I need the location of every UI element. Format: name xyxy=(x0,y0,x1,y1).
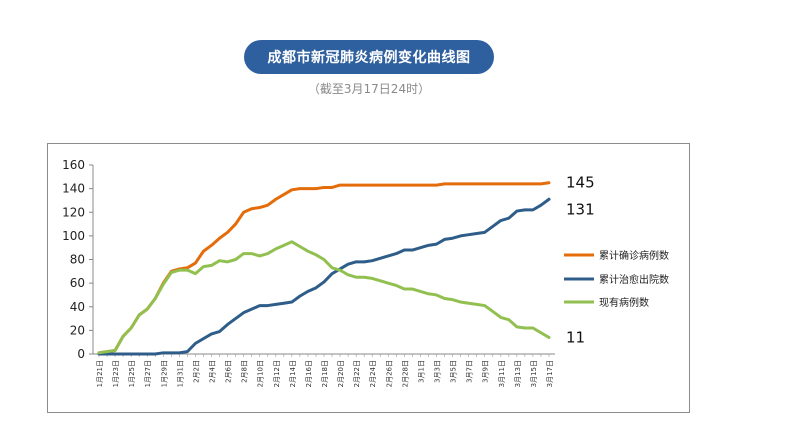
end-label-3: 11 xyxy=(566,328,585,346)
x-tick-label: 2月26日 xyxy=(385,360,393,387)
x-tick-label: 3月5日 xyxy=(450,360,458,383)
end-label-2: 131 xyxy=(566,200,595,218)
series-line-2 xyxy=(97,197,551,356)
x-tick-label: 2月8日 xyxy=(241,360,249,383)
y-tick-label: 160 xyxy=(62,158,85,172)
chart-title: 成都市新冠肺炎病例变化曲线图 xyxy=(244,40,494,74)
x-tick-label: 2月24日 xyxy=(369,360,377,387)
y-tick-label: 0 xyxy=(77,347,85,361)
x-tick-label: 1月23日 xyxy=(112,360,120,387)
x-tick-label: 2月28日 xyxy=(401,360,409,387)
x-tick-label: 1月25日 xyxy=(128,360,136,387)
legend-label-3: 现有病例数 xyxy=(599,296,649,309)
y-tick-label: 120 xyxy=(62,205,85,219)
y-tick-label: 80 xyxy=(70,253,85,267)
x-tick-label: 3月9日 xyxy=(482,360,490,383)
x-tick-label: 2月18日 xyxy=(321,360,329,387)
end-label-1: 145 xyxy=(566,174,595,192)
series-line-1 xyxy=(97,181,551,355)
x-tick-label: 2月6日 xyxy=(225,360,233,383)
y-tick-label: 140 xyxy=(62,182,85,196)
x-tick-label: 3月13日 xyxy=(514,360,522,387)
x-tick-label: 1月21日 xyxy=(96,360,104,387)
x-tick-label: 3月1日 xyxy=(417,360,425,383)
x-tick-label: 3月17日 xyxy=(546,360,554,387)
y-tick-label: 40 xyxy=(70,300,85,314)
x-tick-label: 3月7日 xyxy=(466,360,474,383)
x-tick-label: 3月3日 xyxy=(434,360,442,383)
line-chart: 0 20 40 60 80 100 120 140 160 1月21日 1月23日 1月25日 1月27… xyxy=(62,158,669,387)
x-tick-label: 2月4日 xyxy=(209,360,217,383)
x-tick-label: 2月22日 xyxy=(353,360,361,387)
chart-subtitle: （截至3月17日24时） xyxy=(307,82,431,96)
legend-label-1: 累计确诊病例数 xyxy=(599,249,669,262)
x-tick-label: 2月14日 xyxy=(289,360,297,387)
x-tick-label: 2月12日 xyxy=(273,360,281,387)
x-tick-label: 2月10日 xyxy=(257,360,265,387)
legend-label-2: 累计治愈出院数 xyxy=(599,273,669,286)
y-tick-label: 60 xyxy=(70,276,85,290)
y-tick-label: 20 xyxy=(70,323,85,337)
x-tick-label: 1月27日 xyxy=(144,360,152,387)
x-tick-label: 1月29日 xyxy=(160,360,168,387)
x-tick-label: 2月2日 xyxy=(192,360,200,383)
x-tick-label: 2月20日 xyxy=(337,360,345,387)
x-tick-label: 3月11日 xyxy=(498,360,506,387)
x-tick-label: 3月15日 xyxy=(530,360,538,387)
y-tick-label: 100 xyxy=(62,229,85,243)
series-line-3 xyxy=(97,240,551,355)
chart-frame: 0 20 40 60 80 100 120 140 160 1月21日 1月23日 1月25日 1月27… xyxy=(47,143,690,413)
x-tick-label: 1月31日 xyxy=(176,360,184,387)
x-tick-label: 2月16日 xyxy=(305,360,313,387)
